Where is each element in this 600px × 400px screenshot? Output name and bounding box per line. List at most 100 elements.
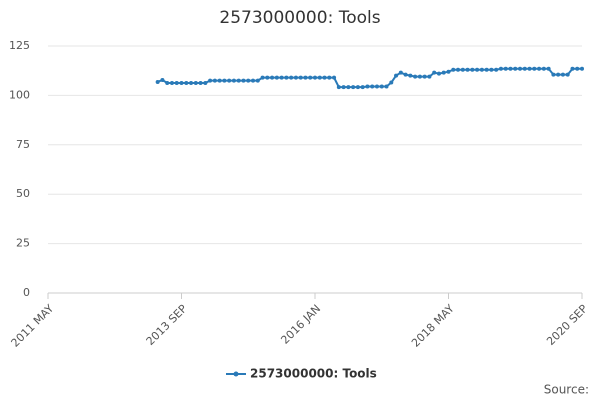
marker [231, 78, 236, 83]
marker [427, 74, 432, 79]
marker [413, 74, 418, 79]
marker [346, 85, 351, 90]
marker [260, 75, 265, 80]
marker [355, 85, 360, 90]
marker [365, 84, 370, 89]
marker [541, 66, 546, 71]
marker [308, 75, 313, 80]
marker [560, 72, 565, 77]
marker [479, 67, 484, 72]
marker [475, 67, 480, 72]
y-tick-label: 50 [16, 187, 30, 200]
marker [522, 66, 527, 71]
marker [546, 66, 551, 71]
marker [332, 75, 337, 80]
marker [289, 75, 294, 80]
x-tick-label: 2016 JAN [278, 302, 323, 347]
marker [284, 75, 289, 80]
marker [494, 67, 499, 72]
marker [389, 80, 394, 85]
marker [351, 85, 356, 90]
marker [293, 75, 298, 80]
x-tick-label: 2013 SEP [144, 302, 190, 348]
marker [212, 78, 217, 83]
marker [508, 66, 513, 71]
marker [470, 67, 475, 72]
source: Source: [544, 383, 589, 397]
marker [432, 70, 437, 75]
marker [208, 78, 213, 83]
marker [570, 66, 575, 71]
marker [484, 67, 489, 72]
marker [379, 84, 384, 89]
marker [460, 67, 465, 72]
marker [518, 66, 523, 71]
marker [198, 80, 203, 85]
marker [513, 66, 518, 71]
marker [465, 67, 470, 72]
marker [174, 80, 179, 85]
marker [360, 85, 365, 90]
marker [227, 78, 232, 83]
y-tick-label: 75 [16, 138, 30, 151]
x-tick-label: 2020 SEP [544, 302, 590, 348]
marker [527, 66, 532, 71]
marker [155, 79, 160, 84]
y-tick-label: 125 [9, 39, 30, 52]
marker [436, 71, 441, 76]
legend-label: 2573000000: Tools [250, 367, 377, 381]
marker [279, 75, 284, 80]
marker [165, 80, 170, 85]
marker [184, 80, 189, 85]
legend-marker [233, 371, 239, 377]
marker [203, 80, 208, 85]
marker [303, 75, 308, 80]
marker [374, 84, 379, 89]
marker [265, 75, 270, 80]
marker [246, 78, 251, 83]
marker [417, 74, 422, 79]
marker [341, 85, 346, 90]
marker [189, 80, 194, 85]
chart-title: 2573000000: Tools [219, 8, 380, 28]
marker [270, 75, 275, 80]
marker [313, 75, 317, 80]
marker [370, 84, 375, 89]
y-tick-label: 25 [16, 237, 30, 250]
marker [241, 78, 246, 83]
marker [274, 75, 279, 80]
marker [251, 78, 256, 83]
marker [179, 80, 184, 85]
marker [532, 66, 537, 71]
marker [422, 74, 427, 79]
marker [169, 80, 174, 85]
marker [322, 75, 327, 80]
marker [398, 70, 403, 75]
marker [160, 77, 165, 82]
line [157, 67, 582, 89]
marker [394, 73, 399, 78]
marker [193, 80, 198, 85]
marker [217, 78, 222, 83]
marker [503, 66, 508, 71]
marker [255, 78, 260, 83]
marker [575, 66, 580, 71]
marker [403, 72, 408, 77]
marker [298, 75, 303, 80]
marker [408, 73, 413, 78]
marker [222, 78, 227, 83]
marker [236, 78, 241, 83]
marker [498, 66, 503, 71]
marker [446, 69, 451, 74]
marker [537, 66, 542, 71]
marker [556, 72, 561, 77]
marker [456, 67, 461, 72]
marker [580, 66, 584, 71]
marker [327, 75, 332, 80]
x-tick-label: 2018 MAY [409, 302, 457, 350]
marker [565, 72, 570, 77]
y-tick-label: 0 [23, 286, 30, 299]
marker [489, 67, 494, 72]
y-tick-label: 100 [9, 88, 30, 101]
